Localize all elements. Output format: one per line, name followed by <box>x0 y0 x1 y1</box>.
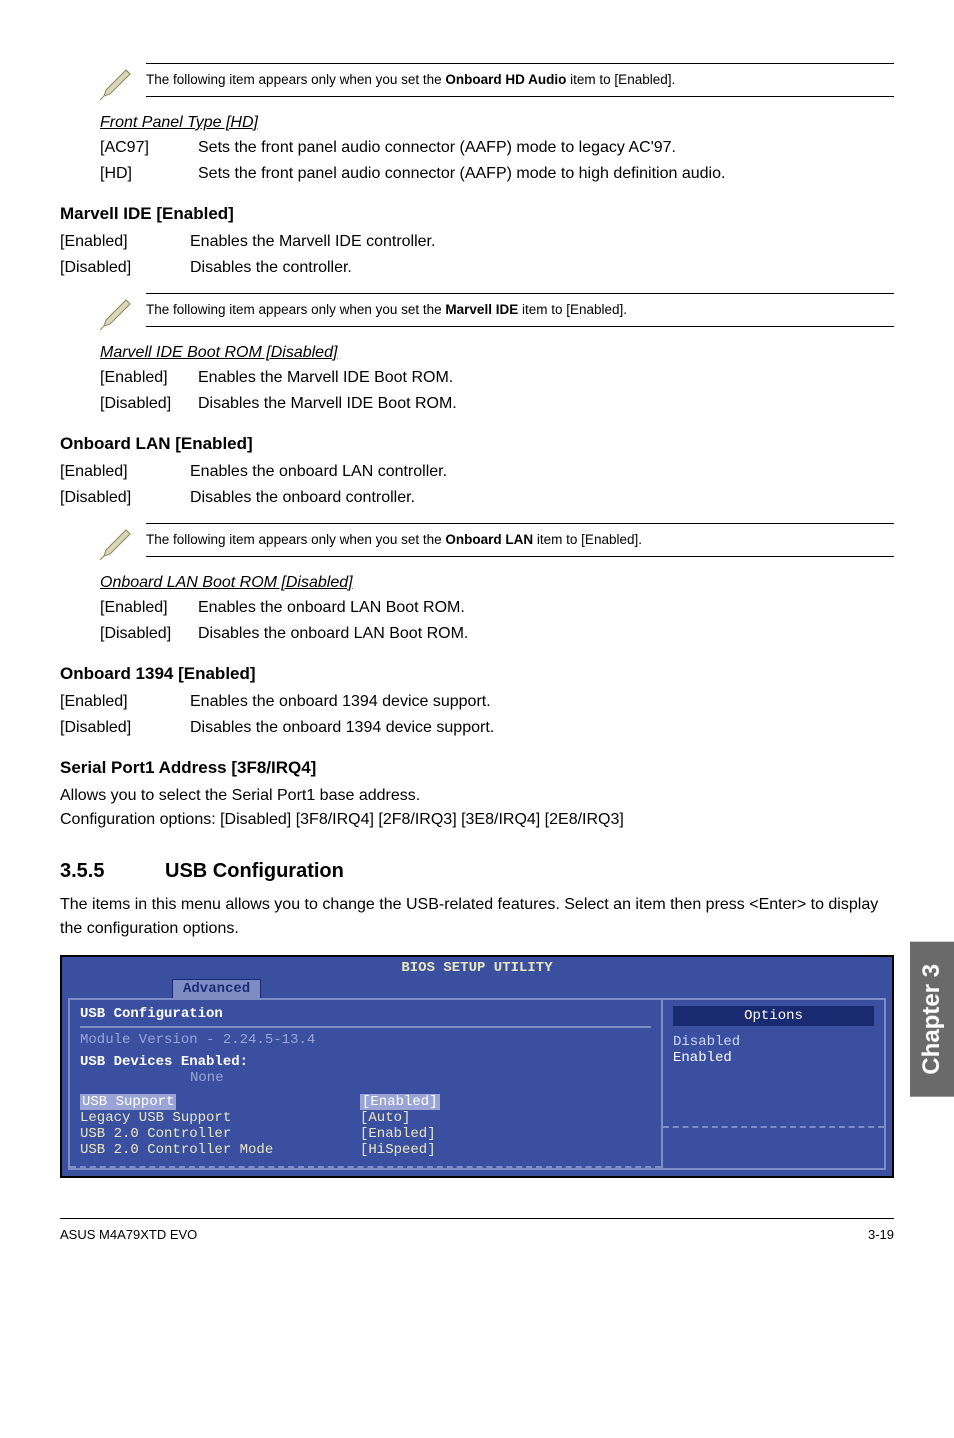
bios-option-disabled[interactable]: Disabled <box>673 1034 874 1050</box>
marvell-ide-key-1: [Disabled] <box>60 256 190 280</box>
serial-port-heading: Serial Port1 Address [3F8/IRQ4] <box>60 758 894 778</box>
note-hd-audio: The following item appears only when you… <box>146 63 894 97</box>
lan-boot-key-1: [Disabled] <box>100 622 198 646</box>
bios-tab-advanced[interactable]: Advanced <box>172 979 261 998</box>
bios-option-enabled[interactable]: Enabled <box>673 1050 874 1066</box>
bios-module-version: Module Version - 2.24.5-13.4 <box>80 1032 651 1048</box>
pencil-note-icon <box>100 520 146 560</box>
ob1394-key-1: [Disabled] <box>60 716 190 740</box>
bios-row-legacy-usb[interactable]: Legacy USB Support[Auto] <box>80 1110 651 1126</box>
marvell-ide-val-1: Disables the controller. <box>190 256 352 280</box>
bios-options-title: Options <box>673 1006 874 1026</box>
lan-boot-heading: Onboard LAN Boot ROM [Disabled] <box>100 574 894 592</box>
onboard-1394-heading: Onboard 1394 [Enabled] <box>60 664 894 684</box>
lan-key-0: [Enabled] <box>60 460 190 484</box>
bios-usb-config-title: USB Configuration <box>80 1006 651 1028</box>
pencil-note-icon <box>100 60 146 100</box>
usb-config-heading: 3.5.5USB Configuration <box>60 860 894 883</box>
lan-boot-key-0: [Enabled] <box>100 596 198 620</box>
serial-port-line2: Configuration options: [Disabled] [3F8/I… <box>60 808 894 832</box>
ob1394-val-1: Disables the onboard 1394 device support… <box>190 716 494 740</box>
front-panel-key-1: [HD] <box>100 162 198 186</box>
ob1394-val-0: Enables the onboard 1394 device support. <box>190 690 491 714</box>
usb-config-intro: The items in this menu allows you to cha… <box>60 893 894 941</box>
ob1394-key-0: [Enabled] <box>60 690 190 714</box>
marvell-boot-val-0: Enables the Marvell IDE Boot ROM. <box>198 366 453 390</box>
front-panel-val-1: Sets the front panel audio connector (AA… <box>198 162 725 186</box>
marvell-boot-key-1: [Disabled] <box>100 392 198 416</box>
bios-right-panel: Options Disabled Enabled <box>661 998 886 1170</box>
marvell-boot-key-0: [Enabled] <box>100 366 198 390</box>
footer-right: 3-19 <box>868 1227 894 1242</box>
chapter-tab: Chapter 3 <box>910 942 954 1097</box>
bios-row-usb20-mode[interactable]: USB 2.0 Controller Mode[HiSpeed] <box>80 1142 651 1158</box>
front-panel-heading: Front Panel Type [HD] <box>100 114 894 132</box>
marvell-ide-heading: Marvell IDE [Enabled] <box>60 204 894 224</box>
footer-left: ASUS M4A79XTD EVO <box>60 1227 197 1242</box>
marvell-ide-val-0: Enables the Marvell IDE controller. <box>190 230 435 254</box>
lan-key-1: [Disabled] <box>60 486 190 510</box>
bios-title: BIOS SETUP UTILITY <box>62 957 892 980</box>
bios-left-panel: USB Configuration Module Version - 2.24.… <box>68 998 661 1170</box>
bios-setup-screenshot: BIOS SETUP UTILITY Advanced USB Configur… <box>60 955 894 1178</box>
marvell-ide-key-0: [Enabled] <box>60 230 190 254</box>
lan-val-1: Disables the onboard controller. <box>190 486 415 510</box>
lan-boot-val-1: Disables the onboard LAN Boot ROM. <box>198 622 468 646</box>
serial-port-line1: Allows you to select the Serial Port1 ba… <box>60 784 894 808</box>
bios-row-usb20-controller[interactable]: USB 2.0 Controller[Enabled] <box>80 1126 651 1142</box>
lan-boot-val-0: Enables the onboard LAN Boot ROM. <box>198 596 465 620</box>
bios-devices-label: USB Devices Enabled: <box>80 1054 651 1070</box>
note-lan: The following item appears only when you… <box>146 523 894 557</box>
marvell-boot-val-1: Disables the Marvell IDE Boot ROM. <box>198 392 457 416</box>
lan-val-0: Enables the onboard LAN controller. <box>190 460 447 484</box>
front-panel-val-0: Sets the front panel audio connector (AA… <box>198 136 676 160</box>
onboard-lan-heading: Onboard LAN [Enabled] <box>60 434 894 454</box>
bios-row-usb-support[interactable]: USB Support[Enabled] <box>80 1094 651 1110</box>
front-panel-key-0: [AC97] <box>100 136 198 160</box>
pencil-note-icon <box>100 290 146 330</box>
marvell-boot-heading: Marvell IDE Boot ROM [Disabled] <box>100 344 894 362</box>
note-marvell: The following item appears only when you… <box>146 293 894 327</box>
bios-devices-value: None <box>80 1070 651 1086</box>
